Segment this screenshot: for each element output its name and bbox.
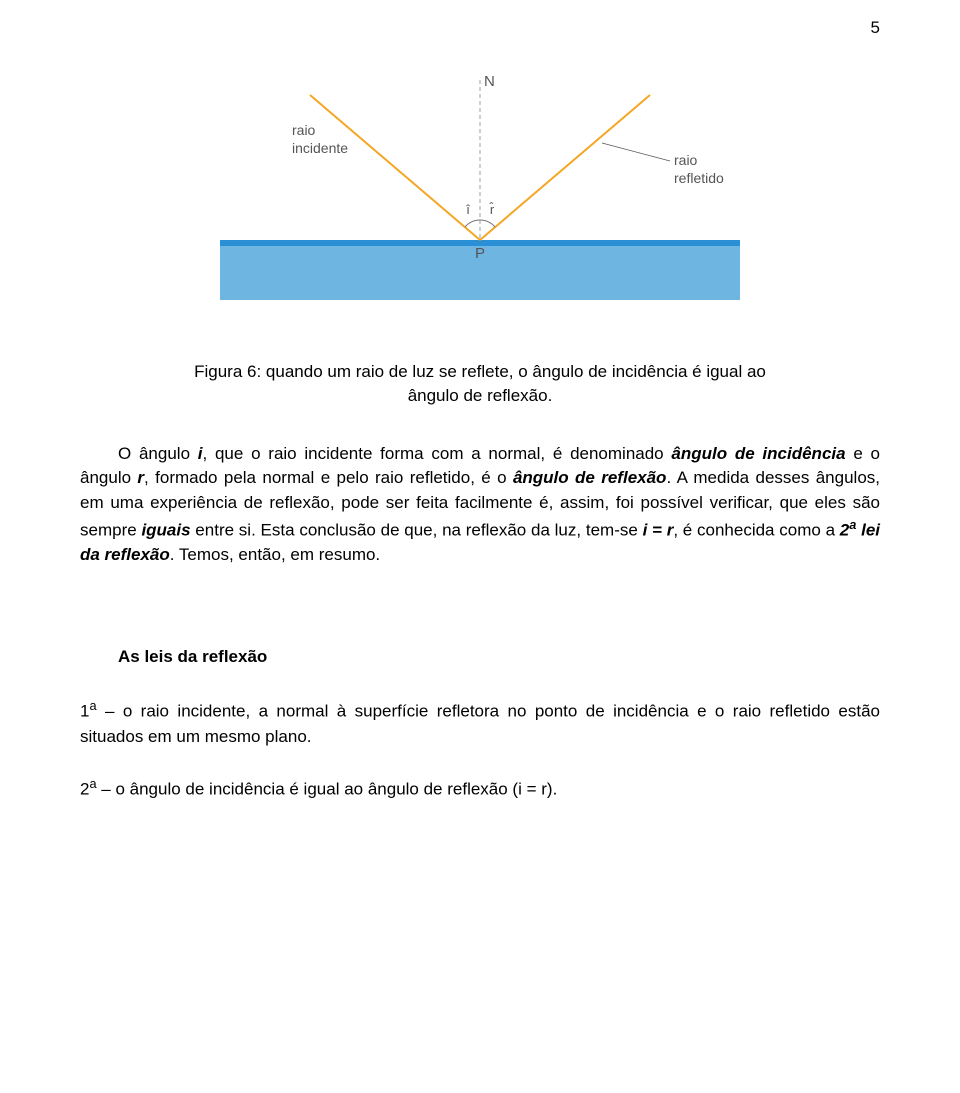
svg-text:N: N xyxy=(484,73,495,90)
main-paragraph: O ângulo i, que o raio incidente forma c… xyxy=(80,442,880,568)
svg-text:P: P xyxy=(475,245,485,262)
p-t4: , formado pela normal e pelo raio reflet… xyxy=(144,468,513,487)
caption-line-1: Figura 6: quando um raio de luz se refle… xyxy=(194,362,766,381)
law2-text: – o ângulo de incidência é igual ao ângu… xyxy=(97,780,558,799)
p-bi2: ângulo de reflexão xyxy=(513,468,667,487)
reflection-diagram: Nraio incidente raio refletido î r̂ P xyxy=(220,70,740,330)
laws-section-title: As leis da reflexão xyxy=(118,647,880,667)
p-eq: i = r xyxy=(643,520,674,539)
p-bi4a: 2 xyxy=(840,520,849,539)
svg-text:refletido: refletido xyxy=(674,170,724,186)
figure-caption: Figura 6: quando um raio de luz se refle… xyxy=(80,360,880,408)
p-t2: , que o raio incidente forma com a norma… xyxy=(203,444,672,463)
svg-text:raio: raio xyxy=(292,122,316,138)
svg-text:raio: raio xyxy=(674,152,698,168)
caption-line-2: ângulo de reflexão. xyxy=(408,386,553,405)
p-t8: . Temos, então, em resumo. xyxy=(170,545,380,564)
law1-text: – o raio incidente, a normal à superfíci… xyxy=(80,702,880,746)
svg-text:î: î xyxy=(465,202,470,217)
page-number: 5 xyxy=(871,18,880,38)
p-t7: , é conhecida como a xyxy=(673,520,839,539)
p-t6: entre si. Esta conclusão de que, na refl… xyxy=(191,520,643,539)
law-1: 1a – o raio incidente, a normal à superf… xyxy=(80,697,880,749)
p-bi3: iguais xyxy=(141,520,190,539)
p-bi1: ângulo de incidência xyxy=(671,444,845,463)
law2-sup: a xyxy=(89,776,96,791)
p-t1: O ângulo xyxy=(118,444,198,463)
law1-sup: a xyxy=(89,698,96,713)
svg-text:r̂: r̂ xyxy=(488,202,494,217)
law-2: 2a – o ângulo de incidência é igual ao â… xyxy=(80,775,880,802)
svg-text:incidente: incidente xyxy=(292,140,348,156)
